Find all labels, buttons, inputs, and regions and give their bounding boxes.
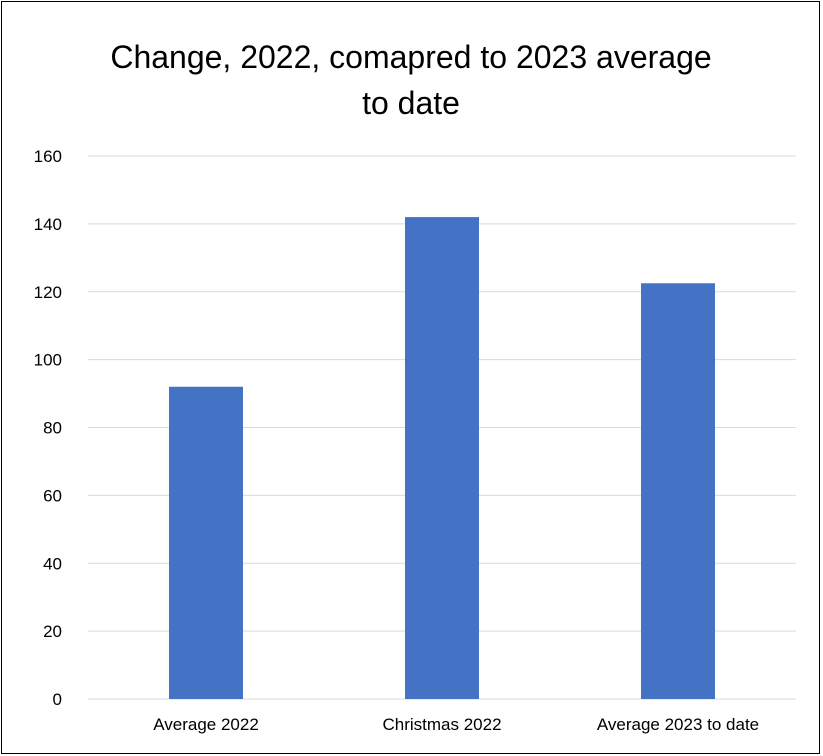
bars [169,217,715,699]
y-tick-label: 40 [43,554,62,573]
y-tick-label: 120 [34,283,62,302]
y-tick-label: 140 [34,215,62,234]
y-tick-label: 0 [53,690,62,709]
y-tick-label: 80 [43,419,62,438]
x-category-label: Average 2022 [153,715,259,734]
bar [641,283,715,699]
chart-title: Change, 2022, comapred to 2023 average to… [110,39,711,121]
y-tick-label: 20 [43,622,62,641]
y-axis-ticks: 0 20 40 60 80 100 120 140 160 [34,147,62,709]
bar [405,217,479,699]
chart-title-line: Change, 2022, comapred to 2023 average [110,39,711,75]
chart-title-line: to date [362,85,460,121]
y-tick-label: 160 [34,147,62,166]
x-category-label: Christmas 2022 [382,715,501,734]
x-axis-labels: Average 2022 Christmas 2022 Average 2023 t… [153,715,759,734]
y-tick-label: 100 [34,351,62,370]
x-category-label: Average 2023 to date [597,715,759,734]
bar [169,386,243,699]
y-tick-label: 60 [43,486,62,505]
